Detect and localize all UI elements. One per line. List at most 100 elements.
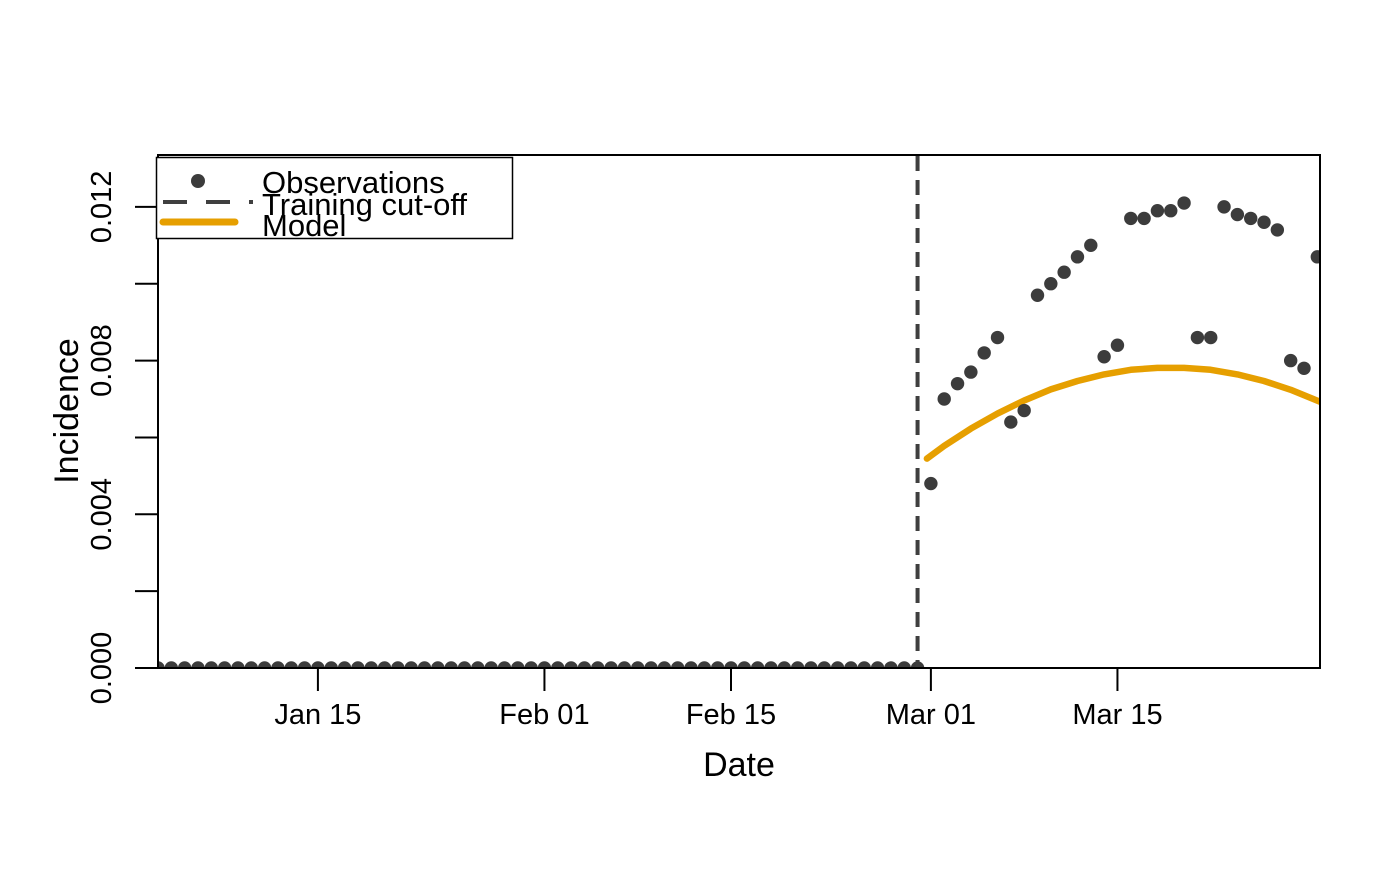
x-tick-label: Feb 01 (499, 699, 589, 731)
observation-point (671, 661, 685, 668)
observation-point (870, 661, 885, 668)
observation-point (244, 661, 258, 668)
observation-point (830, 661, 845, 668)
observation-point (950, 376, 965, 391)
observation-point (191, 661, 205, 668)
forecast-observations-points (924, 196, 1320, 491)
observation-point (431, 661, 445, 668)
observation-point (977, 346, 991, 360)
observation-point (158, 661, 165, 668)
observation-point (1283, 353, 1298, 368)
observation-point (471, 661, 485, 668)
observation-point (537, 661, 552, 668)
observation-point (1297, 361, 1311, 375)
y-tick-label: 0.000 (86, 632, 118, 705)
observation-point (511, 661, 525, 668)
x-axis-title: Date (703, 746, 775, 784)
observation-point (217, 661, 232, 668)
observation-point (497, 661, 512, 668)
observation-point (1164, 204, 1178, 218)
observation-point (324, 661, 338, 668)
observation-point (1004, 415, 1018, 429)
legend-observations-point-icon (191, 174, 205, 188)
observation-point (577, 661, 592, 668)
observation-point (177, 661, 192, 668)
observation-point (1204, 330, 1218, 345)
observation-point (1110, 338, 1125, 352)
observation-point (657, 661, 672, 668)
observation-point (844, 661, 858, 668)
observation-point (364, 661, 378, 668)
observation-point (1150, 204, 1165, 218)
x-tick-label: Mar 01 (886, 699, 976, 731)
legend: Observations Training cut-off Model (155, 156, 514, 243)
observation-point (1124, 211, 1138, 226)
observation-point (297, 661, 312, 668)
observation-point (1270, 223, 1285, 237)
observation-point (1070, 250, 1085, 264)
observation-point (1177, 196, 1191, 210)
observation-point (1137, 211, 1151, 226)
observation-point (337, 661, 352, 668)
observation-point (644, 661, 658, 668)
observation-point (804, 661, 818, 668)
observation-point (750, 661, 765, 668)
observation-point (1044, 277, 1058, 291)
observation-point (1244, 211, 1258, 226)
x-axis-ticks: Jan 15 Feb 01 Feb 15 Mar 01 Mar 15 (274, 668, 1163, 731)
model-curve (923, 364, 1320, 462)
observation-point (990, 330, 1005, 345)
observation-point (1190, 330, 1205, 345)
observation-point (724, 661, 738, 668)
legend-label-model: Model (262, 208, 346, 243)
observation-point (817, 661, 831, 668)
observation-point (404, 661, 418, 668)
observation-point (484, 661, 498, 668)
observation-point (457, 661, 472, 668)
observation-point (1057, 265, 1071, 279)
observation-point (1084, 238, 1098, 253)
observation-point (1310, 250, 1320, 264)
observation-point (524, 661, 538, 668)
observation-point (684, 661, 698, 668)
observation-point (1097, 350, 1111, 364)
y-tick-label: 0.012 (86, 171, 118, 244)
observation-point (764, 661, 778, 668)
observation-point (551, 661, 565, 668)
observation-point (284, 661, 298, 668)
observation-point (564, 661, 578, 668)
observation-point (1230, 207, 1245, 222)
observation-point (937, 392, 951, 406)
observation-point (631, 661, 645, 668)
observation-point (391, 661, 405, 668)
observation-point (857, 661, 871, 668)
y-axis-ticks: 0.000 0.004 0.008 0.012 (86, 171, 158, 705)
observation-point (417, 661, 432, 668)
observation-point (1217, 200, 1231, 214)
observation-point (710, 661, 725, 668)
observation-point (164, 661, 179, 668)
legend-markers (159, 174, 253, 226)
observation-point (604, 661, 618, 668)
y-axis-title: Incidence (48, 338, 86, 484)
x-tick-label: Feb 15 (686, 699, 776, 731)
observation-point (271, 661, 285, 668)
y-tick-label: 0.004 (86, 478, 118, 551)
observation-point (1030, 288, 1045, 302)
x-tick-label: Jan 15 (274, 699, 361, 731)
observation-point (897, 661, 911, 668)
observation-point (351, 661, 365, 668)
observation-point (924, 476, 938, 491)
observation-point (884, 661, 898, 668)
observation-point (377, 661, 392, 668)
plot-data-layer (158, 156, 1320, 668)
observation-point (697, 661, 712, 668)
observation-point (737, 661, 752, 668)
observation-point (257, 661, 272, 668)
observation-point (204, 661, 219, 668)
legend-label-training-cutoff: Training cut-off (262, 187, 467, 222)
observation-point (444, 661, 458, 668)
y-tick-label: 0.008 (86, 324, 118, 397)
